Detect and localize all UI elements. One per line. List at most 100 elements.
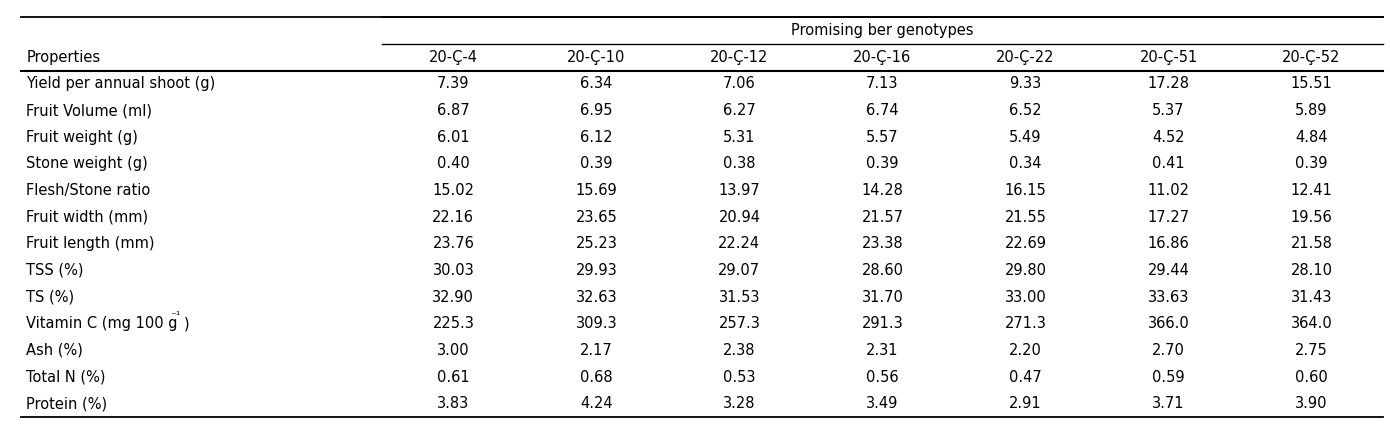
Text: Fruit weight (g): Fruit weight (g) (26, 130, 138, 144)
Text: 3.28: 3.28 (723, 396, 756, 411)
Text: 13.97: 13.97 (719, 183, 760, 198)
Text: 20.94: 20.94 (719, 210, 760, 224)
Text: 20-Ç-51: 20-Ç-51 (1140, 50, 1198, 64)
Text: 4.52: 4.52 (1152, 130, 1184, 144)
Text: 29.07: 29.07 (719, 263, 760, 278)
Text: 20-Ç-16: 20-Ç-16 (853, 50, 912, 64)
Text: 3.83: 3.83 (438, 396, 470, 411)
Text: 4.24: 4.24 (580, 396, 613, 411)
Text: 6.01: 6.01 (436, 130, 470, 144)
Text: TSS (%): TSS (%) (26, 263, 83, 278)
Text: ⁻¹: ⁻¹ (171, 311, 181, 321)
Text: 5.31: 5.31 (723, 130, 756, 144)
Text: ): ) (183, 316, 189, 331)
Text: 2.38: 2.38 (723, 343, 756, 358)
Text: 2.75: 2.75 (1295, 343, 1327, 358)
Text: 0.53: 0.53 (723, 370, 756, 384)
Text: 271.3: 271.3 (1005, 316, 1047, 331)
Text: 17.28: 17.28 (1148, 77, 1190, 91)
Text: 2.20: 2.20 (1009, 343, 1042, 358)
Text: 23.38: 23.38 (862, 237, 904, 251)
Text: 21.58: 21.58 (1290, 237, 1333, 251)
Text: 6.74: 6.74 (866, 103, 899, 118)
Text: 33.63: 33.63 (1148, 290, 1190, 304)
Text: 6.27: 6.27 (723, 103, 756, 118)
Text: Fruit Volume (ml): Fruit Volume (ml) (26, 103, 153, 118)
Text: 3.90: 3.90 (1295, 396, 1327, 411)
Text: 0.39: 0.39 (1295, 157, 1327, 171)
Text: 7.13: 7.13 (866, 77, 899, 91)
Text: 22.16: 22.16 (432, 210, 474, 224)
Text: 15.02: 15.02 (432, 183, 474, 198)
Text: 16.15: 16.15 (1005, 183, 1047, 198)
Text: 22.24: 22.24 (719, 237, 760, 251)
Text: 31.53: 31.53 (719, 290, 760, 304)
Text: 6.52: 6.52 (1009, 103, 1041, 118)
Text: 31.43: 31.43 (1291, 290, 1332, 304)
Text: 5.57: 5.57 (866, 130, 899, 144)
Text: 20-Ç-10: 20-Ç-10 (567, 50, 626, 64)
Text: 225.3: 225.3 (432, 316, 474, 331)
Text: 16.86: 16.86 (1148, 237, 1190, 251)
Text: 11.02: 11.02 (1148, 183, 1190, 198)
Text: 33.00: 33.00 (1005, 290, 1047, 304)
Text: 6.95: 6.95 (580, 103, 613, 118)
Text: Vitamin C (mg 100 g: Vitamin C (mg 100 g (26, 316, 178, 331)
Text: 5.49: 5.49 (1009, 130, 1041, 144)
Text: Total N (%): Total N (%) (26, 370, 106, 384)
Text: Stone weight (g): Stone weight (g) (26, 157, 149, 171)
Text: Ash (%): Ash (%) (26, 343, 83, 358)
Text: 0.41: 0.41 (1152, 157, 1184, 171)
Text: 29.93: 29.93 (575, 263, 617, 278)
Text: 28.10: 28.10 (1290, 263, 1333, 278)
Text: 6.87: 6.87 (436, 103, 470, 118)
Text: TS (%): TS (%) (26, 290, 75, 304)
Text: Promising ber genotypes: Promising ber genotypes (791, 23, 973, 38)
Text: 2.91: 2.91 (1009, 396, 1041, 411)
Text: 20-Ç-4: 20-Ç-4 (430, 50, 478, 64)
Text: 30.03: 30.03 (432, 263, 474, 278)
Text: 23.76: 23.76 (432, 237, 474, 251)
Text: 2.31: 2.31 (866, 343, 899, 358)
Text: 0.39: 0.39 (580, 157, 613, 171)
Text: 0.59: 0.59 (1152, 370, 1184, 384)
Text: 5.89: 5.89 (1295, 103, 1327, 118)
Text: 3.49: 3.49 (866, 396, 898, 411)
Text: 29.80: 29.80 (1005, 263, 1047, 278)
Text: Fruit width (mm): Fruit width (mm) (26, 210, 149, 224)
Text: Fruit length (mm): Fruit length (mm) (26, 237, 154, 251)
Text: 0.34: 0.34 (1009, 157, 1041, 171)
Text: 4.84: 4.84 (1295, 130, 1327, 144)
Text: 0.47: 0.47 (1009, 370, 1042, 384)
Text: 2.17: 2.17 (580, 343, 613, 358)
Text: 0.61: 0.61 (436, 370, 470, 384)
Text: 14.28: 14.28 (862, 183, 904, 198)
Text: 6.34: 6.34 (580, 77, 613, 91)
Text: Properties: Properties (26, 50, 100, 64)
Text: 21.55: 21.55 (1005, 210, 1047, 224)
Text: 5.37: 5.37 (1152, 103, 1184, 118)
Text: 3.00: 3.00 (436, 343, 470, 358)
Text: 291.3: 291.3 (862, 316, 904, 331)
Text: 28.60: 28.60 (862, 263, 904, 278)
Text: 2.70: 2.70 (1152, 343, 1184, 358)
Text: 309.3: 309.3 (575, 316, 617, 331)
Text: Flesh/Stone ratio: Flesh/Stone ratio (26, 183, 150, 198)
Text: 23.65: 23.65 (575, 210, 617, 224)
Text: 22.69: 22.69 (1005, 237, 1047, 251)
Text: 29.44: 29.44 (1148, 263, 1190, 278)
Text: 20-Ç-12: 20-Ç-12 (710, 50, 769, 64)
Text: 15.69: 15.69 (575, 183, 617, 198)
Text: 9.33: 9.33 (1009, 77, 1041, 91)
Text: 366.0: 366.0 (1148, 316, 1190, 331)
Text: 25.23: 25.23 (575, 237, 617, 251)
Text: 0.39: 0.39 (866, 157, 899, 171)
Text: 12.41: 12.41 (1290, 183, 1333, 198)
Text: Yield per annual shoot (g): Yield per annual shoot (g) (26, 77, 215, 91)
Text: 17.27: 17.27 (1147, 210, 1190, 224)
Text: 20-Ç-22: 20-Ç-22 (997, 50, 1055, 64)
Text: 0.60: 0.60 (1295, 370, 1327, 384)
Text: 0.40: 0.40 (436, 157, 470, 171)
Text: 0.38: 0.38 (723, 157, 756, 171)
Text: 257.3: 257.3 (719, 316, 760, 331)
